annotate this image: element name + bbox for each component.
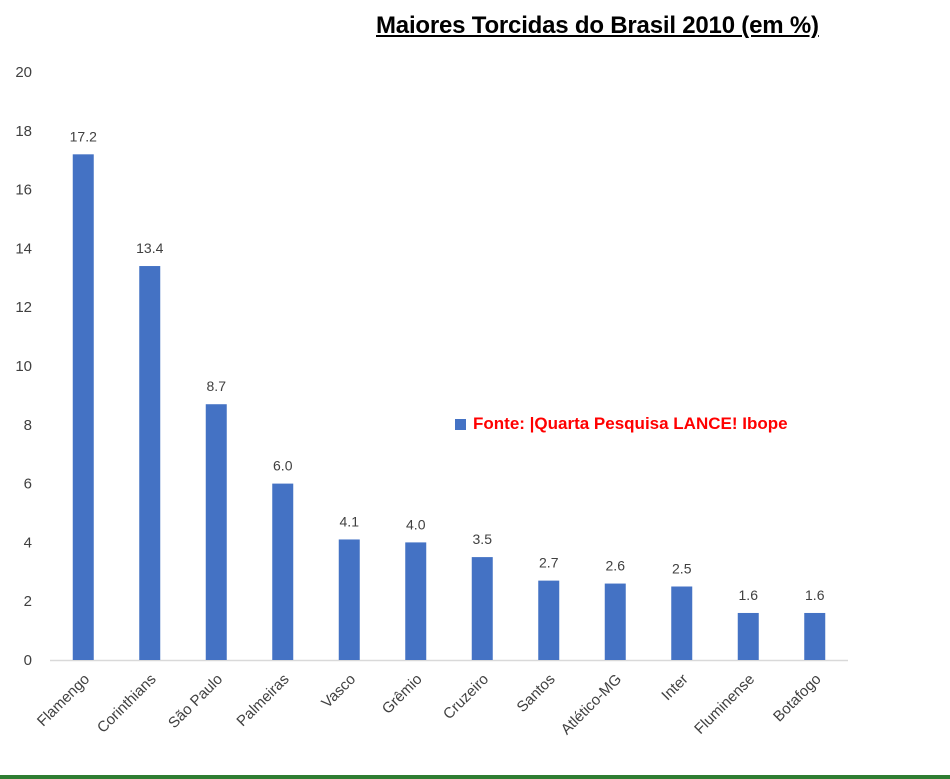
bar-flamengo: [72, 154, 94, 660]
x-tick-label: Flamengo: [34, 671, 93, 730]
bar-corinthians: [139, 266, 161, 660]
data-label: 1.6: [739, 587, 759, 603]
y-tick-label: 10: [15, 358, 32, 375]
x-tick-label: Cruzeiro: [440, 671, 492, 723]
y-tick-label: 4: [24, 534, 32, 551]
data-label: 13.4: [136, 240, 163, 256]
x-tick-label: Atlético-MG: [558, 671, 625, 738]
data-label: 1.6: [805, 587, 825, 603]
x-tick-label: Santos: [514, 671, 559, 716]
x-tick-label: São Paulo: [165, 671, 226, 732]
data-label: 8.7: [207, 378, 227, 394]
bar-cruzeiro: [471, 557, 493, 660]
x-tick-label: Grêmio: [379, 671, 426, 718]
y-tick-label: 18: [15, 123, 32, 140]
y-tick-label: 2: [24, 593, 32, 610]
bar-inter: [671, 586, 693, 660]
data-label: 4.1: [340, 513, 360, 529]
x-tick-label: Fluminense: [691, 671, 758, 738]
bar-botafogo: [804, 612, 826, 660]
data-label: 17.2: [70, 128, 97, 144]
data-label: 6.0: [273, 458, 293, 474]
y-tick-label: 8: [24, 417, 32, 434]
legend-swatch: [455, 418, 466, 430]
y-tick-label: 0: [24, 652, 32, 669]
y-tick-label: 20: [15, 64, 32, 81]
data-label: 2.6: [606, 558, 626, 574]
y-tick-label: 12: [15, 299, 32, 316]
data-label: 2.7: [539, 555, 559, 571]
x-tick-label: Corinthians: [94, 671, 160, 737]
data-label: 3.5: [473, 531, 493, 547]
x-tick-label: Vasco: [318, 671, 359, 712]
bar-palmeiras: [272, 483, 294, 660]
y-tick-label: 16: [15, 182, 32, 199]
legend-label: Fonte: |Quarta Pesquisa LANCE! Ibope: [473, 414, 788, 433]
chart-title: Maiores Torcidas do Brasil 2010 (em %): [376, 12, 819, 39]
bar-atl-tico-mg: [604, 583, 626, 660]
x-tick-label: Palmeiras: [233, 671, 292, 730]
legend: Fonte: |Quarta Pesquisa LANCE! Ibope: [455, 414, 788, 434]
x-tick-label: Botafogo: [770, 671, 824, 725]
bar-vasco: [338, 539, 360, 660]
y-tick-label: 14: [15, 240, 32, 257]
bar-gr-mio: [405, 542, 427, 660]
bar-s-o-paulo: [205, 404, 227, 660]
bar-santos: [538, 580, 560, 660]
x-tick-label: Inter: [658, 671, 691, 704]
bar-fluminense: [737, 612, 759, 660]
y-tick-label: 6: [24, 476, 32, 493]
bottom-border: [0, 775, 950, 779]
data-label: 4.0: [406, 516, 426, 532]
data-label: 2.5: [672, 561, 692, 577]
